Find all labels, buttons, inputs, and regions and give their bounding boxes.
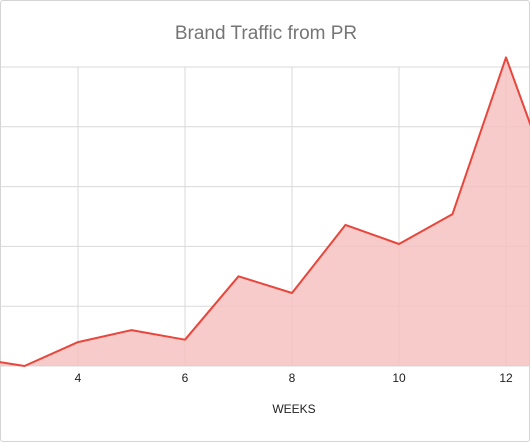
area-fill — [0, 57, 530, 366]
x-tick-label-12: 12 — [499, 371, 513, 385]
series-traffic — [0, 56, 530, 367]
x-tick-label-4: 4 — [75, 371, 82, 385]
x-axis-ticks: 4 6 8 10 12 — [75, 371, 513, 385]
x-tick-label-8: 8 — [289, 371, 296, 385]
x-tick-label-6: 6 — [182, 371, 189, 385]
x-axis-title: WEEKS — [272, 402, 316, 416]
x-tick-label-10: 10 — [392, 371, 406, 385]
chart-title: Brand Traffic from PR — [174, 23, 358, 44]
